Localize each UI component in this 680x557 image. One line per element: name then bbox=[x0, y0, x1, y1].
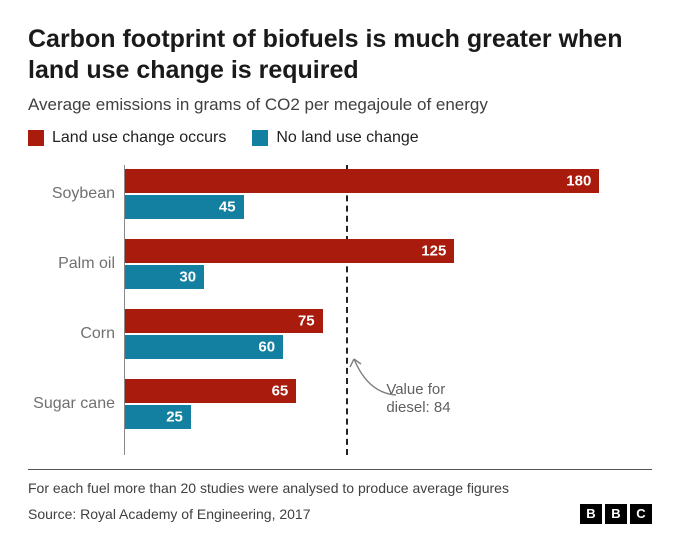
bar-group: Corn7560 bbox=[125, 309, 652, 359]
bar-series1: 65 bbox=[125, 379, 296, 403]
footer-source: Source: Royal Academy of Engineering, 20… bbox=[28, 506, 311, 522]
category-label: Corn bbox=[80, 325, 125, 343]
legend-label-series2: No land use change bbox=[276, 129, 418, 147]
bar-series2: 45 bbox=[125, 195, 244, 219]
chart-title: Carbon footprint of biofuels is much gre… bbox=[28, 24, 652, 87]
bar-series1: 125 bbox=[125, 239, 454, 263]
chart-area: Value for diesel: 84 Soybean18045Palm oi… bbox=[124, 165, 652, 455]
bbc-logo-letter: C bbox=[630, 504, 652, 524]
legend: Land use change occurs No land use chang… bbox=[28, 129, 652, 147]
bar-value-label: 75 bbox=[298, 312, 315, 329]
bar-value-label: 25 bbox=[166, 408, 183, 425]
bar-group: Palm oil12530 bbox=[125, 239, 652, 289]
footer: For each fuel more than 20 studies were … bbox=[28, 469, 652, 524]
bar-value-label: 125 bbox=[421, 242, 446, 259]
bar-series1: 75 bbox=[125, 309, 323, 333]
bar-value-label: 60 bbox=[258, 338, 275, 355]
footer-note: For each fuel more than 20 studies were … bbox=[28, 480, 652, 496]
legend-item-series1: Land use change occurs bbox=[28, 129, 226, 147]
bar-series1: 180 bbox=[125, 169, 599, 193]
bar-group: Soybean18045 bbox=[125, 169, 652, 219]
legend-swatch-series2 bbox=[252, 130, 268, 146]
bar-series2: 30 bbox=[125, 265, 204, 289]
bbc-logo: B B C bbox=[580, 504, 652, 524]
bar-value-label: 30 bbox=[179, 268, 196, 285]
bar-group: Sugar cane6525 bbox=[125, 379, 652, 429]
legend-item-series2: No land use change bbox=[252, 129, 418, 147]
bar-series2: 60 bbox=[125, 335, 283, 359]
category-label: Soybean bbox=[52, 185, 125, 203]
legend-swatch-series1 bbox=[28, 130, 44, 146]
category-label: Palm oil bbox=[58, 255, 125, 273]
chart-subtitle: Average emissions in grams of CO2 per me… bbox=[28, 95, 652, 115]
bar-series2: 25 bbox=[125, 405, 191, 429]
bar-value-label: 65 bbox=[272, 382, 289, 399]
bbc-logo-letter: B bbox=[580, 504, 602, 524]
bar-value-label: 180 bbox=[566, 172, 591, 189]
plot: Value for diesel: 84 Soybean18045Palm oi… bbox=[124, 165, 652, 455]
footer-bottom: Source: Royal Academy of Engineering, 20… bbox=[28, 504, 652, 524]
category-label: Sugar cane bbox=[33, 395, 125, 413]
bar-value-label: 45 bbox=[219, 198, 236, 215]
legend-label-series1: Land use change occurs bbox=[52, 129, 226, 147]
bbc-logo-letter: B bbox=[605, 504, 627, 524]
